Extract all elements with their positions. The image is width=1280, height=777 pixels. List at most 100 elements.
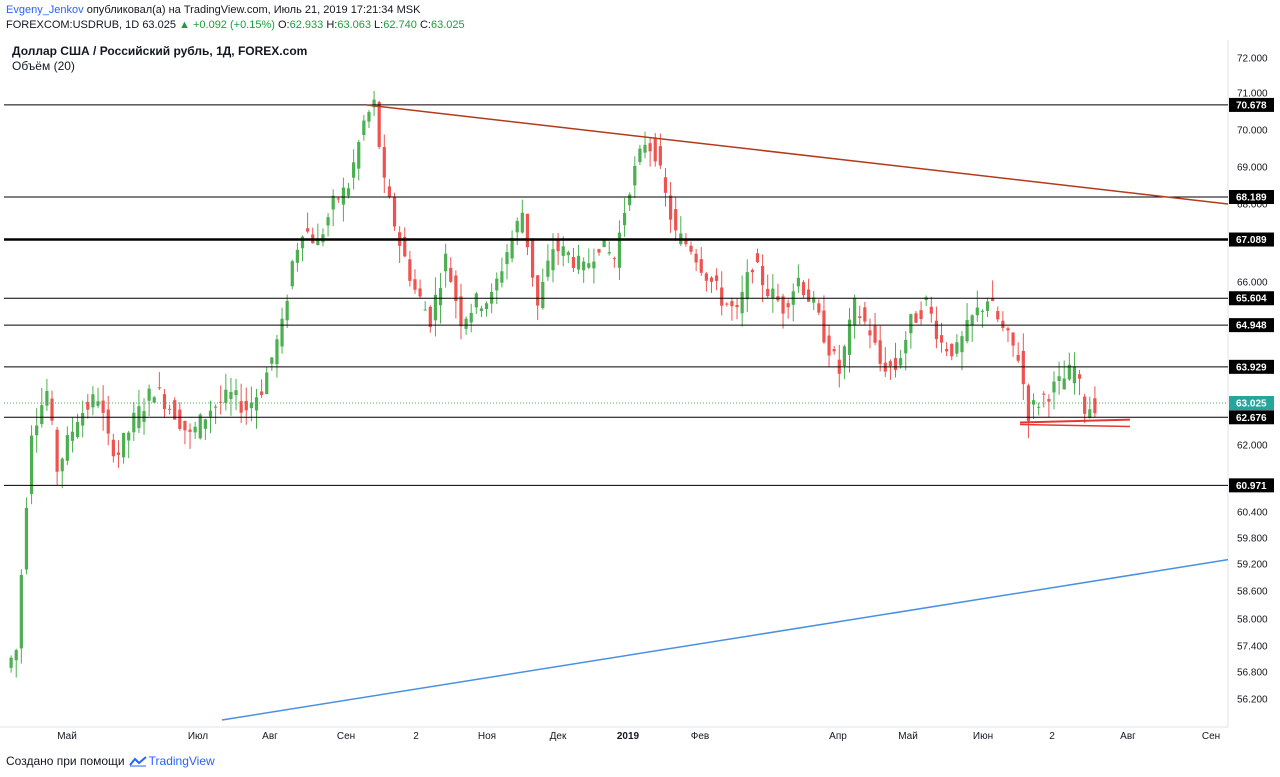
candle-body [142,411,146,422]
candle-body [1057,376,1061,381]
candle-body [336,198,340,200]
author-link[interactable]: Evgeny_Jenkov [6,4,84,16]
candle-body [566,252,570,256]
candle-body [152,397,156,403]
candle-body [35,425,39,436]
x-tick-label: Авг [1120,731,1136,742]
candle-body [863,307,867,322]
candle-body [290,261,294,287]
candle-body [617,232,622,268]
y-tick-label: 70.000 [1237,126,1268,137]
candle-body [628,194,632,206]
candle-body [714,275,719,281]
support-trendline[interactable] [221,558,1229,721]
candle-body [86,401,90,410]
candle-body [1083,396,1087,414]
candle-body [638,148,642,163]
publish-info: опубликовал(а) на TradingView.com, Июль … [86,4,421,16]
level-label-bg [1229,291,1274,306]
candle-body [668,195,673,220]
level-label: 64.948 [1236,321,1267,332]
candle-body [1001,320,1005,329]
candle-body [208,410,213,417]
candle-body [213,406,218,408]
candle-body [571,257,576,268]
candle-body [295,249,299,263]
level-label: 60.971 [1236,481,1267,492]
last-price: 63.025 [142,19,176,31]
candle-body [1088,409,1092,419]
x-tick-label: Апр [829,731,847,742]
x-tick-label: Май [57,731,77,742]
candle-body [725,303,729,305]
candle-body [597,249,601,253]
level-label-bg [1229,232,1274,247]
candle-body [909,314,913,334]
candle-body [132,412,136,433]
candle-body [1006,328,1010,331]
candle-body [607,252,611,254]
candle-body [1031,400,1036,405]
candle-body [479,308,484,312]
candle-body [300,236,305,249]
candle-body [985,301,990,311]
candle-body [203,419,207,429]
support-zone-line-lower[interactable] [1019,423,1131,428]
candle-body [316,238,320,246]
candle-body [684,239,688,245]
candle-body [454,275,458,302]
candle-body [1026,385,1031,422]
candle-body [372,99,376,108]
candle-body [991,298,995,302]
candle-body [270,357,274,364]
chart-title: Доллар США / Российский рубль, 1Д, FOREX… [12,44,308,58]
candle-body [346,188,351,196]
candle-body [428,306,432,328]
resistance-trendline[interactable] [365,104,1229,205]
candle-body [709,277,714,282]
candle-body [121,432,126,458]
candle-body [1011,332,1015,346]
symbol-label: FOREXCOM:USDRUB, 1D [6,19,140,31]
candle-body [1072,366,1077,384]
candle-body [602,238,606,248]
candle-body [786,303,790,308]
candle-body [755,253,760,263]
y-tick-label: 71.000 [1237,89,1268,100]
tradingview-link[interactable]: TradingView [128,754,215,768]
level-label: 65.604 [1236,294,1267,305]
candle-body [801,282,806,296]
level-label: 62.676 [1236,413,1267,424]
candle-body [55,429,59,472]
candle-body [612,258,616,260]
x-tick-label: Ноя [478,731,496,742]
candle-body [556,239,560,252]
candle-body [162,394,167,410]
candle-body [326,217,330,226]
candle-body [663,177,668,193]
candle-body [515,221,519,233]
candle-body [438,288,443,306]
candle-body [111,439,115,457]
candle-body [178,409,182,429]
candle-body [408,259,412,281]
candle-body [551,249,555,271]
candle-body [653,138,657,162]
candle-body [888,361,893,366]
candle-body [449,267,453,282]
candle-body [331,195,335,210]
candle-body [474,293,478,308]
candle-body [914,313,918,323]
candle-body [622,213,627,226]
candle-body [674,209,678,231]
candle-body [730,301,734,307]
candle-body [704,273,708,281]
candle-body [546,260,550,277]
support-zone-line-upper[interactable] [1019,418,1131,424]
candle-body [75,421,80,438]
candle-body [341,187,346,205]
candle-body [807,289,811,302]
level-label: 67.089 [1236,235,1267,246]
candle-body [745,272,749,300]
